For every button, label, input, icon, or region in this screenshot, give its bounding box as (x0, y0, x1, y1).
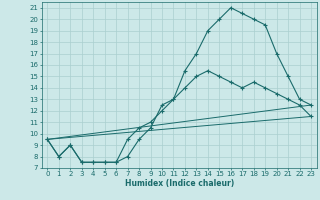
X-axis label: Humidex (Indice chaleur): Humidex (Indice chaleur) (124, 179, 234, 188)
